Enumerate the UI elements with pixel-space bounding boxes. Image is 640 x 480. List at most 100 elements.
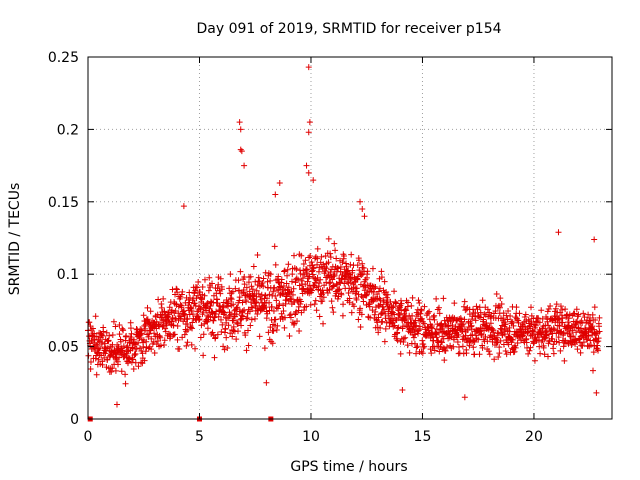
data-point: [475, 336, 482, 343]
data-point: [361, 213, 368, 220]
data-point: [577, 349, 584, 356]
data-point: [389, 304, 396, 311]
data-point: [244, 314, 251, 321]
data-point: [236, 294, 243, 301]
data-point: [113, 351, 120, 358]
data-point: [132, 350, 139, 357]
data-point: [538, 307, 545, 314]
data-point: [482, 333, 489, 340]
data-point: [155, 296, 162, 303]
data-point: [107, 352, 114, 359]
data-point: [331, 240, 338, 247]
data-point: [397, 311, 404, 318]
data-point: [263, 379, 270, 386]
data-point: [580, 310, 587, 317]
data-point: [511, 348, 518, 355]
data-point: [289, 291, 296, 298]
data-point: [360, 298, 367, 305]
data-point: [481, 311, 488, 318]
data-point: [253, 287, 260, 294]
data-point: [303, 266, 310, 273]
data-point: [556, 316, 563, 323]
data-point: [237, 268, 244, 275]
data-point: [338, 291, 345, 298]
data-point: [497, 337, 504, 344]
data-point: [243, 284, 250, 291]
data-point: [366, 303, 373, 310]
data-point: [485, 348, 492, 355]
data-point: [201, 292, 208, 299]
data-point: [531, 357, 538, 364]
data-point: [493, 339, 500, 346]
data-point: [285, 284, 292, 291]
data-point: [471, 351, 478, 358]
data-point: [381, 306, 388, 313]
data-point: [470, 344, 477, 351]
data-point: [560, 343, 567, 350]
data-point: [291, 252, 298, 259]
data-point: [501, 331, 508, 338]
data-point: [326, 280, 333, 287]
data-point: [466, 342, 473, 349]
data-point: [93, 333, 100, 340]
data-point: [140, 343, 147, 350]
data-point: [308, 268, 315, 275]
data-point: [417, 326, 424, 333]
data-point: [99, 339, 106, 346]
data-point: [154, 337, 161, 344]
data-point: [187, 305, 194, 312]
data-point: [106, 332, 113, 339]
data-point: [364, 268, 371, 275]
data-point: [334, 264, 341, 271]
data-point: [260, 275, 267, 282]
data-point: [293, 275, 300, 282]
data-point: [363, 292, 370, 299]
data-point: [309, 287, 316, 294]
data-point: [489, 325, 496, 332]
data-point: [289, 319, 296, 326]
data-point: [505, 307, 512, 314]
data-point: [255, 274, 262, 281]
data-point: [500, 310, 507, 317]
data-point: [410, 334, 417, 341]
data-point: [297, 270, 304, 277]
data-point: [450, 343, 457, 350]
data-point: [237, 126, 244, 133]
data-point: [378, 268, 385, 275]
data-point: [344, 279, 351, 286]
data-point: [127, 325, 134, 332]
data-point: [395, 324, 402, 331]
data-point: [403, 307, 410, 314]
data-point: [398, 300, 405, 307]
data-point: [116, 354, 123, 361]
data-point: [479, 344, 486, 351]
data-point: [487, 332, 494, 339]
data-point: [384, 297, 391, 304]
data-point: [370, 288, 377, 295]
data-point: [196, 316, 203, 323]
data-point: [115, 361, 122, 368]
data-point: [295, 276, 302, 283]
data-point: [192, 345, 199, 352]
y-tick-label: 0.25: [48, 50, 79, 66]
data-point: [108, 368, 115, 375]
data-point: [161, 308, 168, 315]
data-point: [179, 288, 186, 295]
data-point: [429, 325, 436, 332]
data-point: [433, 295, 440, 302]
data-point: [476, 304, 483, 311]
data-point: [165, 330, 172, 337]
data-point: [590, 349, 597, 356]
data-point: [235, 277, 242, 284]
data-point: [286, 332, 293, 339]
data-point: [210, 317, 217, 324]
data-point: [378, 274, 385, 281]
data-point: [133, 345, 140, 352]
data-point: [316, 264, 323, 271]
data-point: [346, 295, 353, 302]
data-point: [490, 327, 497, 334]
data-point: [230, 323, 237, 330]
data-point: [596, 314, 603, 321]
data-point: [237, 316, 244, 323]
data-point: [375, 288, 382, 295]
